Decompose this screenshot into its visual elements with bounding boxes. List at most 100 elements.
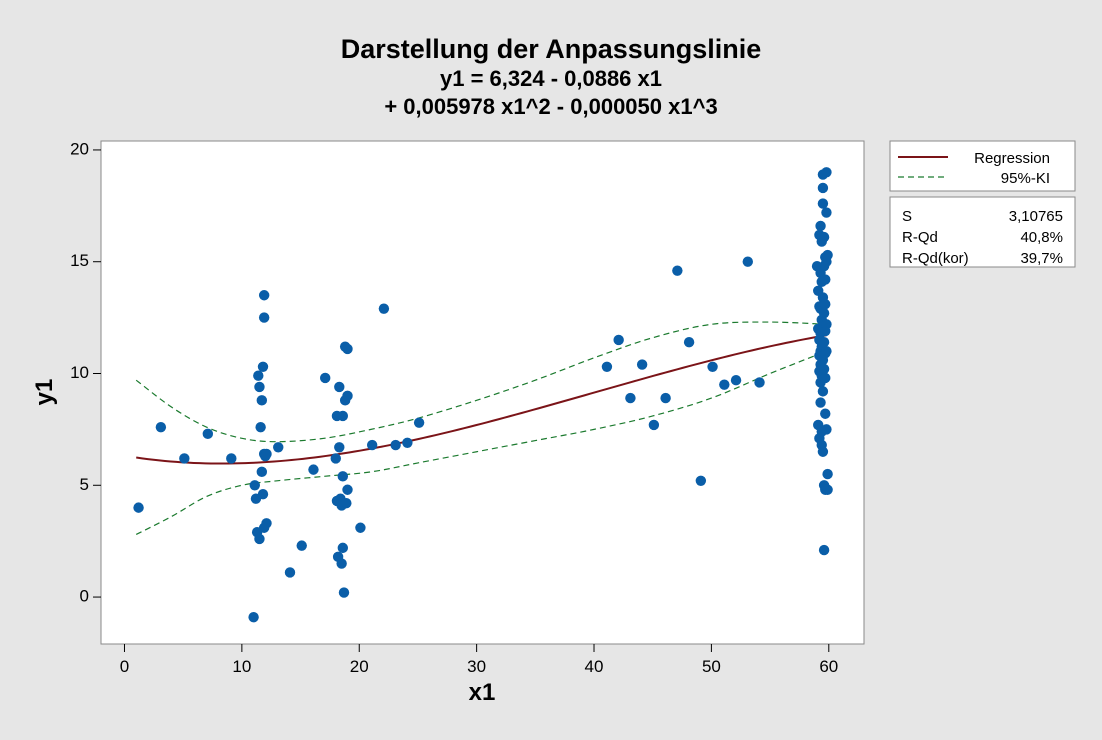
data-point: [249, 480, 260, 491]
plot-area: [100, 140, 865, 645]
x-tick-label-10: 10: [232, 657, 251, 676]
data-point: [719, 379, 730, 390]
data-point: [337, 410, 349, 422]
data-point: [248, 611, 259, 623]
y-tick-label-15: 15: [70, 251, 89, 270]
data-point: [133, 502, 144, 513]
data-point: [256, 466, 268, 478]
stat-rsq-value: 40,8%: [1020, 229, 1063, 246]
data-point: [820, 298, 831, 310]
stat-s-label: S: [902, 208, 912, 225]
data-point: [817, 386, 829, 397]
x-tick-label-40: 40: [585, 657, 604, 676]
y-tick-label-20: 20: [70, 139, 89, 158]
data-point: [822, 468, 833, 480]
data-point: [818, 544, 830, 556]
data-point: [256, 395, 268, 406]
data-point: [613, 334, 624, 346]
data-point: [334, 442, 345, 453]
data-point: [818, 363, 830, 375]
data-point: [821, 167, 832, 178]
data-point: [336, 558, 347, 569]
chart-title: Darstellung der Anpassungslinie: [341, 34, 762, 64]
y-axis-label: y1: [31, 379, 58, 406]
data-point: [258, 290, 270, 301]
x-tick-label-0: 0: [120, 657, 129, 676]
data-point: [257, 489, 269, 500]
data-point: [337, 471, 349, 482]
data-point: [334, 381, 345, 393]
data-point: [817, 182, 829, 194]
stat-rsq-label: R-Qd: [902, 229, 938, 246]
data-point: [672, 265, 683, 276]
data-point: [413, 417, 425, 428]
data-point: [390, 439, 401, 451]
x-tick-label-60: 60: [819, 657, 838, 676]
data-point: [821, 207, 832, 218]
data-point: [818, 307, 830, 319]
stat-rsq-adj-label: R-Qd(kor): [902, 250, 969, 267]
data-point: [202, 428, 214, 440]
data-point: [155, 421, 167, 433]
data-point: [707, 361, 718, 372]
data-point: [253, 370, 264, 381]
data-point: [337, 542, 349, 554]
data-point: [818, 231, 830, 243]
data-point: [754, 377, 765, 388]
data-point: [820, 372, 831, 384]
data-point: [342, 484, 353, 495]
data-point: [815, 220, 826, 232]
axes: 0 10 20 30 40 50 60 0 5 10 15 20: [70, 139, 838, 676]
data-point: [179, 453, 190, 464]
data-point: [257, 361, 269, 372]
data-point: [261, 448, 272, 460]
data-point: [822, 249, 833, 261]
data-point: [261, 518, 272, 529]
data-point: [683, 337, 695, 348]
legend-ci-label: 95%-KI: [1001, 170, 1050, 187]
data-point: [342, 390, 353, 402]
x-tick-label-30: 30: [467, 657, 486, 676]
stat-s-value: 3,10765: [1009, 208, 1063, 225]
data-point: [821, 424, 832, 435]
data-point: [636, 359, 648, 370]
legend: Regression 95%-KI: [889, 140, 1076, 192]
data-point: [254, 381, 265, 393]
y-tick-label-10: 10: [70, 363, 89, 382]
data-point: [818, 337, 830, 348]
data-point: [355, 522, 366, 533]
data-point: [284, 567, 296, 578]
chart-subtitle-line-2: + 0,005978 x1^2 - 0,000050 x1^3: [384, 94, 717, 119]
data-point: [820, 408, 831, 419]
data-point: [258, 312, 270, 323]
data-point: [820, 274, 831, 285]
data-point: [695, 475, 707, 487]
stats-box-frame: [889, 196, 1076, 268]
data-point: [226, 453, 237, 464]
data-point: [821, 319, 832, 330]
data-point: [821, 345, 832, 357]
data-point: [296, 540, 307, 551]
data-point: [273, 442, 284, 453]
data-point: [308, 464, 319, 475]
data-point: [402, 437, 413, 448]
data-point: [742, 256, 753, 267]
data-points: [133, 167, 833, 623]
data-point: [254, 533, 265, 545]
data-point: [320, 372, 331, 384]
x-tick-label-50: 50: [702, 657, 721, 676]
y-tick-label-5: 5: [80, 475, 89, 494]
data-point: [822, 484, 833, 495]
data-point: [625, 392, 636, 404]
regression-line: [136, 334, 827, 465]
data-point: [817, 446, 829, 457]
data-point: [255, 421, 266, 433]
data-point: [341, 497, 352, 509]
ci-lower-line: [135, 350, 827, 535]
regression-line-group: [136, 334, 827, 465]
data-point: [330, 453, 341, 464]
chart-subtitle-line-1: y1 = 6,324 - 0,0886 x1: [440, 66, 662, 91]
data-point: [338, 587, 350, 598]
